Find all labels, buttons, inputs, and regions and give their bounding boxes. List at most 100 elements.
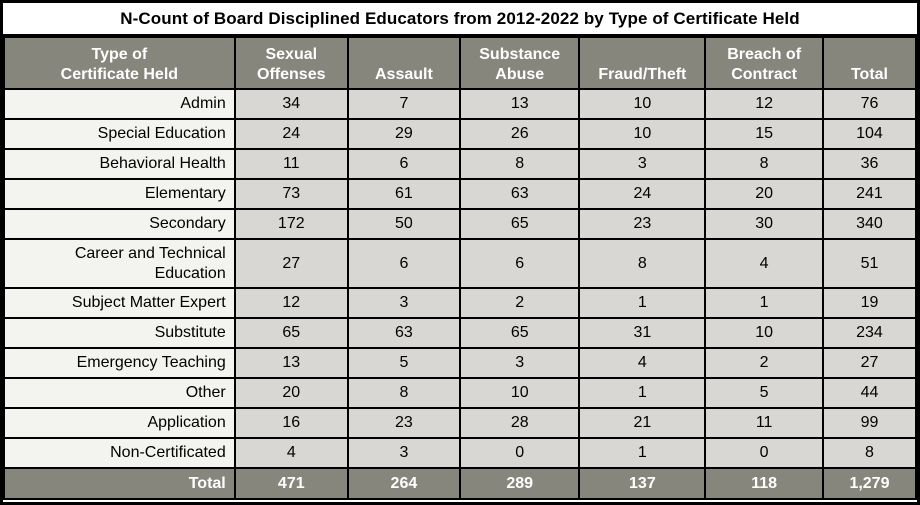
data-cell: 10 (704, 317, 824, 349)
disciplined-educators-table: Type of Certificate Held Sexual Offenses… (3, 36, 918, 500)
table-title: N-Count of Board Disciplined Educators f… (3, 3, 917, 36)
table-row-other: Other 20 8 10 1 5 44 (3, 377, 918, 409)
data-cell: 65 (233, 317, 349, 349)
data-cell: 61 (346, 178, 461, 210)
data-cell: 51 (821, 238, 918, 289)
data-cell: 10 (578, 88, 707, 120)
table-row-subject-matter-expert: Subject Matter Expert 12 3 2 1 1 19 (3, 287, 918, 319)
data-cell: 1 (704, 287, 824, 319)
total-row: Total 471 264 289 137 118 1,279 (3, 467, 918, 500)
total-cell: 137 (578, 467, 707, 500)
data-cell: 1 (578, 287, 707, 319)
data-cell: 10 (458, 377, 581, 409)
row-label: Emergency Teaching (3, 347, 236, 379)
total-cell: 471 (233, 467, 349, 500)
data-cell: 20 (233, 377, 349, 409)
row-label: Elementary (3, 178, 236, 210)
data-cell: 0 (704, 437, 824, 469)
data-cell: 15 (704, 118, 824, 150)
table-row-elementary: Elementary 73 61 63 24 20 241 (3, 178, 918, 210)
row-label: Admin (3, 88, 236, 120)
data-cell: 65 (458, 317, 581, 349)
table-row-substitute: Substitute 65 63 65 31 10 234 (3, 317, 918, 349)
data-cell: 241 (821, 178, 918, 210)
data-cell: 24 (233, 118, 349, 150)
data-cell: 13 (458, 88, 581, 120)
table-row-application: Application 16 23 28 21 11 99 (3, 407, 918, 439)
row-label: Behavioral Health (3, 148, 236, 180)
data-cell: 50 (346, 208, 461, 240)
data-cell: 28 (458, 407, 581, 439)
data-cell: 20 (704, 178, 824, 210)
data-cell: 4 (233, 437, 349, 469)
data-cell: 3 (578, 148, 707, 180)
data-cell: 76 (821, 88, 918, 120)
data-cell: 11 (704, 407, 824, 439)
data-cell: 10 (578, 118, 707, 150)
total-cell: 289 (458, 467, 581, 500)
total-row-label: Total (3, 467, 236, 500)
table-row-admin: Admin 34 7 13 10 12 76 (3, 88, 918, 120)
total-cell: 264 (346, 467, 461, 500)
data-cell: 2 (704, 347, 824, 379)
table-row-behavioral-health: Behavioral Health 11 6 8 3 8 36 (3, 148, 918, 180)
data-cell: 34 (233, 88, 349, 120)
table-row-special-education: Special Education 24 29 26 10 15 104 (3, 118, 918, 150)
row-label: Application (3, 407, 236, 439)
data-cell: 8 (346, 377, 461, 409)
data-cell: 6 (458, 238, 581, 289)
data-cell: 11 (233, 148, 349, 180)
data-cell: 104 (821, 118, 918, 150)
row-label: Other (3, 377, 236, 409)
data-cell: 16 (233, 407, 349, 439)
table-row-non-certificated: Non-Certificated 4 3 0 1 0 8 (3, 437, 918, 469)
data-cell: 73 (233, 178, 349, 210)
data-cell: 2 (458, 287, 581, 319)
data-cell: 23 (578, 208, 707, 240)
data-cell: 340 (821, 208, 918, 240)
column-header-fraud-theft: Fraud/Theft (578, 36, 707, 90)
data-cell: 63 (346, 317, 461, 349)
column-header-certificate-type: Type of Certificate Held (3, 36, 236, 90)
column-header-breach-of-contract: Breach of Contract (704, 36, 824, 90)
data-cell: 44 (821, 377, 918, 409)
data-cell: 27 (821, 347, 918, 379)
data-cell: 19 (821, 287, 918, 319)
data-cell: 3 (458, 347, 581, 379)
data-cell: 1 (578, 377, 707, 409)
data-cell: 29 (346, 118, 461, 150)
data-cell: 4 (704, 238, 824, 289)
data-cell: 4 (578, 347, 707, 379)
row-label: Subject Matter Expert (3, 287, 236, 319)
data-cell: 23 (346, 407, 461, 439)
data-cell: 0 (458, 437, 581, 469)
data-cell: 12 (233, 287, 349, 319)
header-row: Type of Certificate Held Sexual Offenses… (3, 36, 918, 90)
data-cell: 21 (578, 407, 707, 439)
total-cell: 1,279 (821, 467, 918, 500)
data-cell: 3 (346, 287, 461, 319)
row-label: Secondary (3, 208, 236, 240)
data-cell: 30 (704, 208, 824, 240)
data-cell: 5 (346, 347, 461, 379)
row-label: Career and Technical Education (3, 238, 236, 289)
data-cell: 1 (578, 437, 707, 469)
data-cell: 3 (346, 437, 461, 469)
data-cell: 234 (821, 317, 918, 349)
data-cell: 5 (704, 377, 824, 409)
column-header-sexual-offenses: Sexual Offenses (233, 36, 349, 90)
row-label: Special Education (3, 118, 236, 150)
data-cell: 13 (233, 347, 349, 379)
data-cell: 8 (821, 437, 918, 469)
data-cell: 65 (458, 208, 581, 240)
data-cell: 36 (821, 148, 918, 180)
data-cell: 24 (578, 178, 707, 210)
data-cell: 99 (821, 407, 918, 439)
column-header-assault: Assault (346, 36, 461, 90)
data-cell: 7 (346, 88, 461, 120)
data-cell: 6 (346, 238, 461, 289)
data-cell: 63 (458, 178, 581, 210)
total-cell: 118 (704, 467, 824, 500)
data-cell: 27 (233, 238, 349, 289)
